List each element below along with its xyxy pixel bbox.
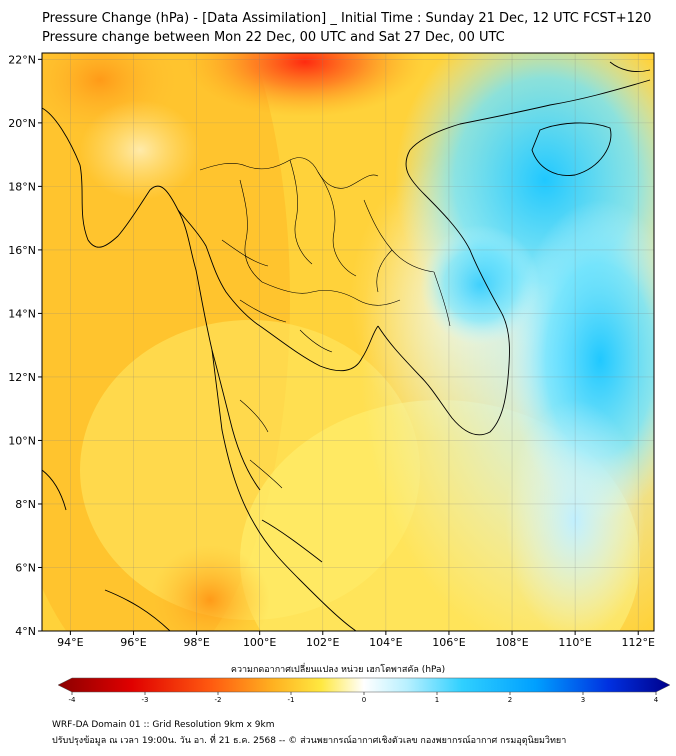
lat-tick-label: 4°N: [15, 625, 36, 638]
lon-tick-label: 98°E: [183, 636, 209, 649]
lon-tick-label: 94°E: [57, 636, 83, 649]
lon-tick-label: 106°E: [432, 636, 465, 649]
colorbar-tick-label: 4: [654, 696, 659, 704]
colorbar-tick-label: 1: [435, 696, 439, 704]
map-title: Pressure Change (hPa) - [Data Assimilati…: [42, 11, 652, 26]
lon-tick-label: 108°E: [495, 636, 528, 649]
lon-tick-label: 112°E: [622, 636, 655, 649]
lat-tick-label: 14°N: [8, 307, 36, 320]
colorbar-tick-label: 0: [362, 696, 366, 704]
colorbar-tick-label: 3: [581, 696, 585, 704]
footer-update-info: ปรับปรุงข้อมูล ณ เวลา 19:00น. วัน อา. ที…: [52, 736, 567, 746]
pressure-field: [42, 53, 654, 631]
lat-tick-label: 6°N: [15, 561, 36, 574]
lon-tick-label: 104°E: [369, 636, 402, 649]
longitude-axis: 94°E 96°E 98°E 100°E 102°E 104°E 106°E 108°E 110…: [57, 631, 655, 649]
footer-domain-info: WRF-DA Domain 01 :: Grid Resolution 9km …: [52, 720, 275, 730]
colorbar-tick-label: -3: [142, 696, 149, 704]
lat-tick-label: 10°N: [8, 434, 36, 447]
colorbar-tick-label: -2: [215, 696, 222, 704]
lon-tick-label: 102°E: [306, 636, 339, 649]
lat-tick-label: 22°N: [8, 53, 36, 66]
colorbar: -4 -3 -2 -1 0 1 2 3 4: [57, 677, 671, 704]
colorbar-tick-label: 2: [508, 696, 512, 704]
map-gridlines: [42, 53, 654, 632]
colorbar-tick-label: -4: [69, 696, 77, 704]
lat-tick-label: 16°N: [8, 244, 36, 257]
lat-tick-label: 20°N: [8, 117, 36, 130]
map-subtitle: Pressure change between Mon 22 Dec, 00 U…: [42, 30, 505, 45]
colorbar-tick-label: -1: [288, 696, 295, 704]
coastlines: [42, 61, 651, 631]
colorbar-title: ความกดอากาศเปลี่ยนแปลง หน่วย เฮกโตพาสคัล…: [230, 665, 446, 675]
latitude-axis: 22°N 20°N 18°N 16°N 14°N 12°N 10°N 8°N 6°N 4°N: [8, 53, 42, 638]
plot-frame: [41, 52, 655, 632]
lat-tick-label: 18°N: [8, 180, 36, 193]
lat-tick-label: 12°N: [8, 371, 36, 384]
lat-tick-label: 8°N: [15, 498, 36, 511]
lon-tick-label: 96°E: [120, 636, 146, 649]
lon-tick-label: 110°E: [558, 636, 591, 649]
admin-borders: [199, 157, 451, 489]
lon-tick-label: 100°E: [243, 636, 276, 649]
